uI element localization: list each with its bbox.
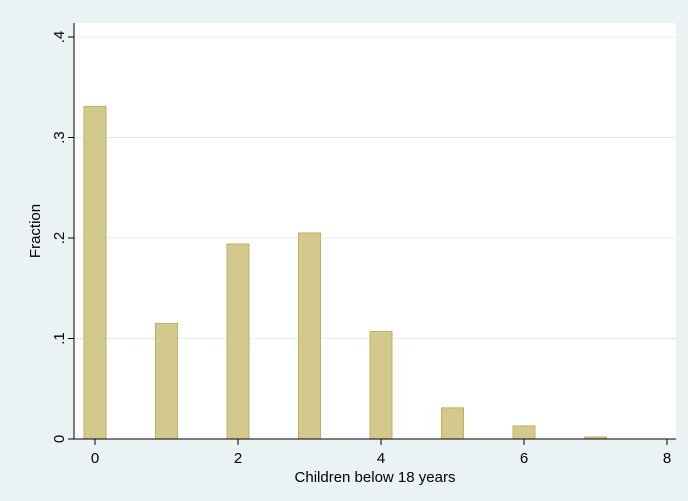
- x-tick-label: 8: [663, 450, 671, 467]
- x-axis-label: Children below 18 years: [295, 469, 456, 486]
- y-tick-label: .4: [51, 31, 68, 44]
- y-ticks: 0 .1 .2 .3 .4: [51, 31, 74, 443]
- bars: [83, 105, 607, 440]
- x-ticks: 0 2 4 6 8: [91, 439, 671, 467]
- x-tick-label: 0: [91, 450, 99, 467]
- bar: [369, 330, 393, 440]
- y-tick-label: .3: [51, 131, 68, 144]
- x-tick-label: 2: [234, 450, 242, 467]
- y-tick-label: .1: [51, 332, 68, 345]
- bar: [226, 243, 250, 440]
- bar: [298, 232, 321, 440]
- y-tick-label: 0: [51, 435, 68, 443]
- bar: [83, 105, 107, 440]
- bar: [155, 322, 178, 440]
- x-tick-label: 6: [520, 450, 528, 467]
- x-tick-label: 4: [377, 450, 385, 467]
- bar: [512, 425, 536, 440]
- y-tick-label: .2: [51, 232, 68, 245]
- y-axis-label: Fraction: [27, 204, 44, 258]
- bar: [441, 407, 464, 440]
